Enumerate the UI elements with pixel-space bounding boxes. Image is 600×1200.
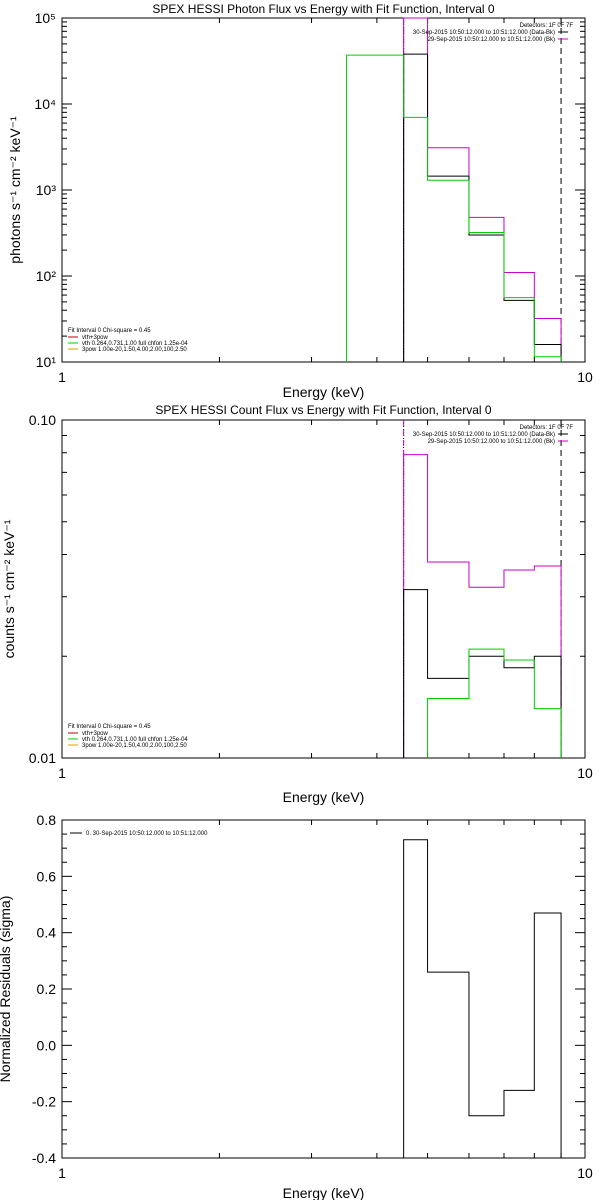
y-tick-label: 10³ [36,182,57,198]
y-axis-label: Normalized Residuals (sigma) [0,896,13,1083]
series-black-step-line [403,589,562,758]
legend-entry-text: 30-Sep-2015 10:50:12.000 to 10:51:12.000… [413,432,555,438]
series-magenta-step-line [403,17,562,362]
plot-frame [61,819,586,1159]
series-green-step-line [427,648,562,758]
y-tick-label: 0.4 [37,925,57,941]
legend-entry-text: 0. 30-Sep-2015 10:50:12.000 to 10:51:12.… [86,831,208,837]
y-tick-label: 0.10 [29,412,56,428]
chart-panel-2: SPEX HESSI Count Flux vs Energy with Fit… [1,403,593,805]
chart-title: SPEX HESSI Photon Flux vs Energy with Fi… [152,2,494,16]
fit-legend-entry: vth+3pow [82,731,109,737]
legend-entry-text: 29-Sep-2015 10:50:12.000 to 10:51:12.000… [428,37,555,43]
chart-panel-3: 1 10 Energy (keV) -0.4 -0.2 0.0 0.2 0.4 0.6 0.8 No… [0,812,593,1200]
y-tick-label: 0.01 [29,750,56,766]
series-magenta-step-line [403,454,562,758]
detectors-label: Detectors: 1F 0F 7F [520,23,574,29]
y-tick-label: 10¹ [36,354,57,370]
series-black-step-line [403,53,562,362]
y-tick-label: -0.4 [32,1150,56,1166]
plot-frame [61,419,586,759]
fit-legend-entry: vth 0.264,0.731,1.00 full chfon 1.25e-04 [82,737,188,743]
series-green-step-line [346,54,562,362]
x-tick-label: 10 [577,369,593,385]
x-tick-label: 1 [58,765,66,781]
chart-panel-1: SPEX HESSI Photon Flux vs Energy with Fi… [7,2,593,400]
x-tick-label: 10 [577,765,593,781]
plot-frame [61,17,586,363]
x-tick-label: 1 [58,369,66,385]
chart-title: SPEX HESSI Count Flux vs Energy with Fit… [155,403,491,417]
legend-entry-text: 29-Sep-2015 10:50:12.000 to 10:51:12.000… [428,439,555,445]
x-axis-label: Energy (keV) [283,789,365,805]
y-axis-label: photons s⁻¹ cm⁻² keV⁻¹ [7,116,23,264]
y-tick-label: 0.2 [37,981,57,997]
y-tick-label: 0.6 [37,868,57,884]
legend-entry-text: 30-Sep-2015 10:50:12.000 to 10:51:12.000… [413,30,555,36]
fit-legend-entry: 3pow 1.00e-20,1.50,4.00,2.00,100,2.50 [82,347,187,353]
y-tick-label: 0.8 [37,812,57,828]
fit-legend-header: Fit Interval 0 Chi-square = 0.45 [68,724,151,730]
detectors-label: Detectors: 1F 0F 7F [520,425,574,431]
y-axis-label: counts s⁻¹ cm⁻² keV⁻¹ [1,519,17,658]
fit-legend-entry: 3pow 1.00e-20,1.50,4.00,2.00,100,2.50 [82,743,187,749]
x-tick-label: 10 [577,1165,593,1181]
y-tick-label: 10² [36,268,57,284]
fit-legend-entry: vth+3pow [82,335,109,341]
fit-legend-header: Fit Interval 0 Chi-square = 0.45 [68,328,151,334]
x-axis-label: Energy (keV) [283,1185,365,1200]
x-tick-label: 1 [58,1165,66,1181]
y-tick-label: 10⁵ [35,10,56,26]
x-axis-label: Energy (keV) [283,384,365,400]
series-black-step-line [403,839,562,1158]
fit-legend-entry: vth 0.264,0.731,1.00 full chfon 1.25e-04 [82,341,188,347]
y-tick-label: 10⁴ [34,96,56,112]
y-tick-label: -0.2 [32,1094,56,1110]
y-tick-label: 0.0 [37,1037,57,1053]
